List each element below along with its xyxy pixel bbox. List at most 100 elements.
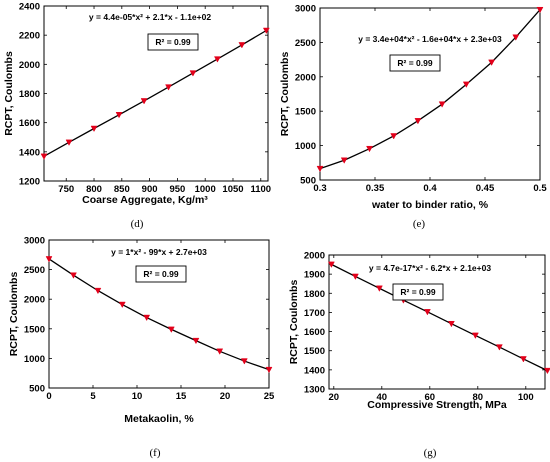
- y-tick-label: 2000: [24, 295, 45, 306]
- data-point: [118, 301, 126, 309]
- series-line: [43, 29, 267, 157]
- x-tick-label: 100: [518, 392, 534, 403]
- x-tick-label: 25: [264, 391, 275, 402]
- data-point: [240, 358, 248, 365]
- data-point: [543, 367, 550, 375]
- data-point: [447, 320, 455, 328]
- chart-panel-g: 20 40 60 80 100 1300 1400 1500 1600 1700 1800 1900 2…: [288, 251, 550, 459]
- chart-panel-e: 0.3 0.35 0.4 0.45 0.5 500 1000 1500 2000 2500 3000…: [279, 4, 547, 231]
- y-tick-label: 2400: [19, 2, 40, 13]
- data-point: [70, 272, 77, 279]
- fit-equation: y = 4.4e-05*x² + 2.1*x - 1.1e+02: [89, 12, 211, 22]
- y-tick-label: 1700: [304, 308, 325, 319]
- chart-panel-f: 0 5 10 15 20 25 500 1000 1500 2000 2500 3000 y = 1*x…: [8, 236, 275, 460]
- fit-equation: y = 4.7e-17*x² - 6.2*x + 2.1e+03: [369, 263, 491, 273]
- data-point: [438, 101, 446, 108]
- r2-label: R² = 0.99: [397, 58, 432, 68]
- data-point: [512, 34, 520, 41]
- data-point: [94, 287, 102, 295]
- series-line: [48, 258, 270, 371]
- data-point: [327, 261, 335, 268]
- x-tick-label: 10: [132, 391, 143, 402]
- data-point: [140, 98, 148, 105]
- data-point: [192, 337, 200, 345]
- data-point: [167, 326, 175, 333]
- x-tick-label: 800: [86, 184, 102, 195]
- y-tick-label: 1500: [304, 346, 325, 357]
- y-tick-label: 3000: [295, 4, 316, 15]
- x-tick-label: 60: [425, 392, 436, 403]
- x-axis-label: water to binder ratio, %: [371, 199, 489, 211]
- x-tick-label: 0.45: [476, 183, 495, 194]
- x-tick-label: 950: [169, 184, 185, 195]
- data-point: [143, 314, 151, 322]
- r2-box: [392, 283, 444, 301]
- y-tick-label: 1300: [304, 385, 325, 396]
- y-tick-label: 1400: [19, 147, 40, 158]
- data-point: [351, 273, 359, 280]
- data-point: [390, 133, 398, 140]
- x-tick-label: 0.3: [313, 183, 326, 194]
- data-point: [366, 145, 373, 153]
- y-tick-label: 1600: [19, 118, 40, 129]
- y-axis-label: RCPT, Coulombs: [279, 52, 291, 137]
- x-axis-label: Coarse Aggregate, Kg/m³: [82, 194, 208, 206]
- data-point: [213, 56, 221, 63]
- y-tick-label: 1800: [304, 289, 325, 300]
- y-tick-label: 1800: [19, 89, 40, 100]
- x-tick-label: 5: [90, 391, 96, 402]
- r2-label: R² = 0.99: [400, 287, 435, 297]
- r2-label: R² = 0.99: [155, 37, 190, 47]
- r2-label: R² = 0.99: [143, 269, 178, 279]
- data-point: [265, 366, 273, 374]
- x-tick-label: 15: [176, 391, 187, 402]
- x-tick-label: 1100: [250, 184, 271, 195]
- fit-equation: y = 1*x² - 99*x + 2.7e+03: [111, 247, 207, 257]
- data-point: [375, 285, 383, 292]
- y-tick-label: 1500: [24, 324, 45, 335]
- series-line: [331, 263, 548, 372]
- plot-area: [319, 7, 541, 181]
- data-point: [165, 84, 172, 91]
- y-tick-label: 2200: [19, 31, 40, 42]
- y-tick-label: 2000: [304, 251, 325, 262]
- y-tick-label: 2000: [295, 72, 316, 83]
- x-tick-label: 20: [329, 392, 340, 403]
- chart-panel-d: 750 800 850 900 950 1000 1050 1100 1200 1400 1600 1…: [3, 2, 271, 231]
- panel-caption: (d): [131, 218, 144, 230]
- panel-caption: (g): [424, 447, 437, 459]
- series-line: [319, 9, 541, 170]
- y-tick-label: 2500: [295, 38, 316, 49]
- y-tick-label: 1400: [304, 365, 325, 376]
- data-point: [423, 309, 431, 316]
- panel-caption: (e): [413, 218, 426, 230]
- data-point: [45, 256, 53, 263]
- y-tick-label: 1600: [304, 327, 325, 338]
- data-point: [40, 153, 48, 160]
- y-axis-label: RCPT, Coulombs: [288, 280, 300, 365]
- data-point: [519, 356, 527, 363]
- data-point: [90, 125, 98, 133]
- x-tick-label: 0.35: [366, 183, 385, 194]
- data-point: [536, 6, 544, 14]
- x-tick-label: 900: [142, 184, 158, 195]
- y-tick-label: 2500: [24, 265, 45, 276]
- data-point: [216, 348, 224, 355]
- y-axis-label: RCPT, Coulombs: [3, 51, 15, 136]
- data-point: [238, 42, 246, 49]
- x-tick-label: 750: [58, 184, 74, 195]
- x-tick-label: 0: [46, 391, 51, 402]
- panel-caption: (f): [150, 447, 161, 459]
- x-tick-label: 1000: [195, 184, 216, 195]
- r2-box: [147, 33, 199, 51]
- data-point: [471, 332, 479, 339]
- y-tick-label: 2000: [19, 60, 40, 71]
- y-tick-label: 1200: [19, 177, 40, 188]
- y-tick-label: 1000: [24, 354, 45, 365]
- x-axis-label: Metakaolin, %: [124, 413, 194, 425]
- y-tick-label: 1500: [295, 107, 316, 118]
- data-point: [462, 81, 470, 88]
- data-point: [316, 165, 324, 173]
- x-tick-label: 40: [377, 392, 388, 403]
